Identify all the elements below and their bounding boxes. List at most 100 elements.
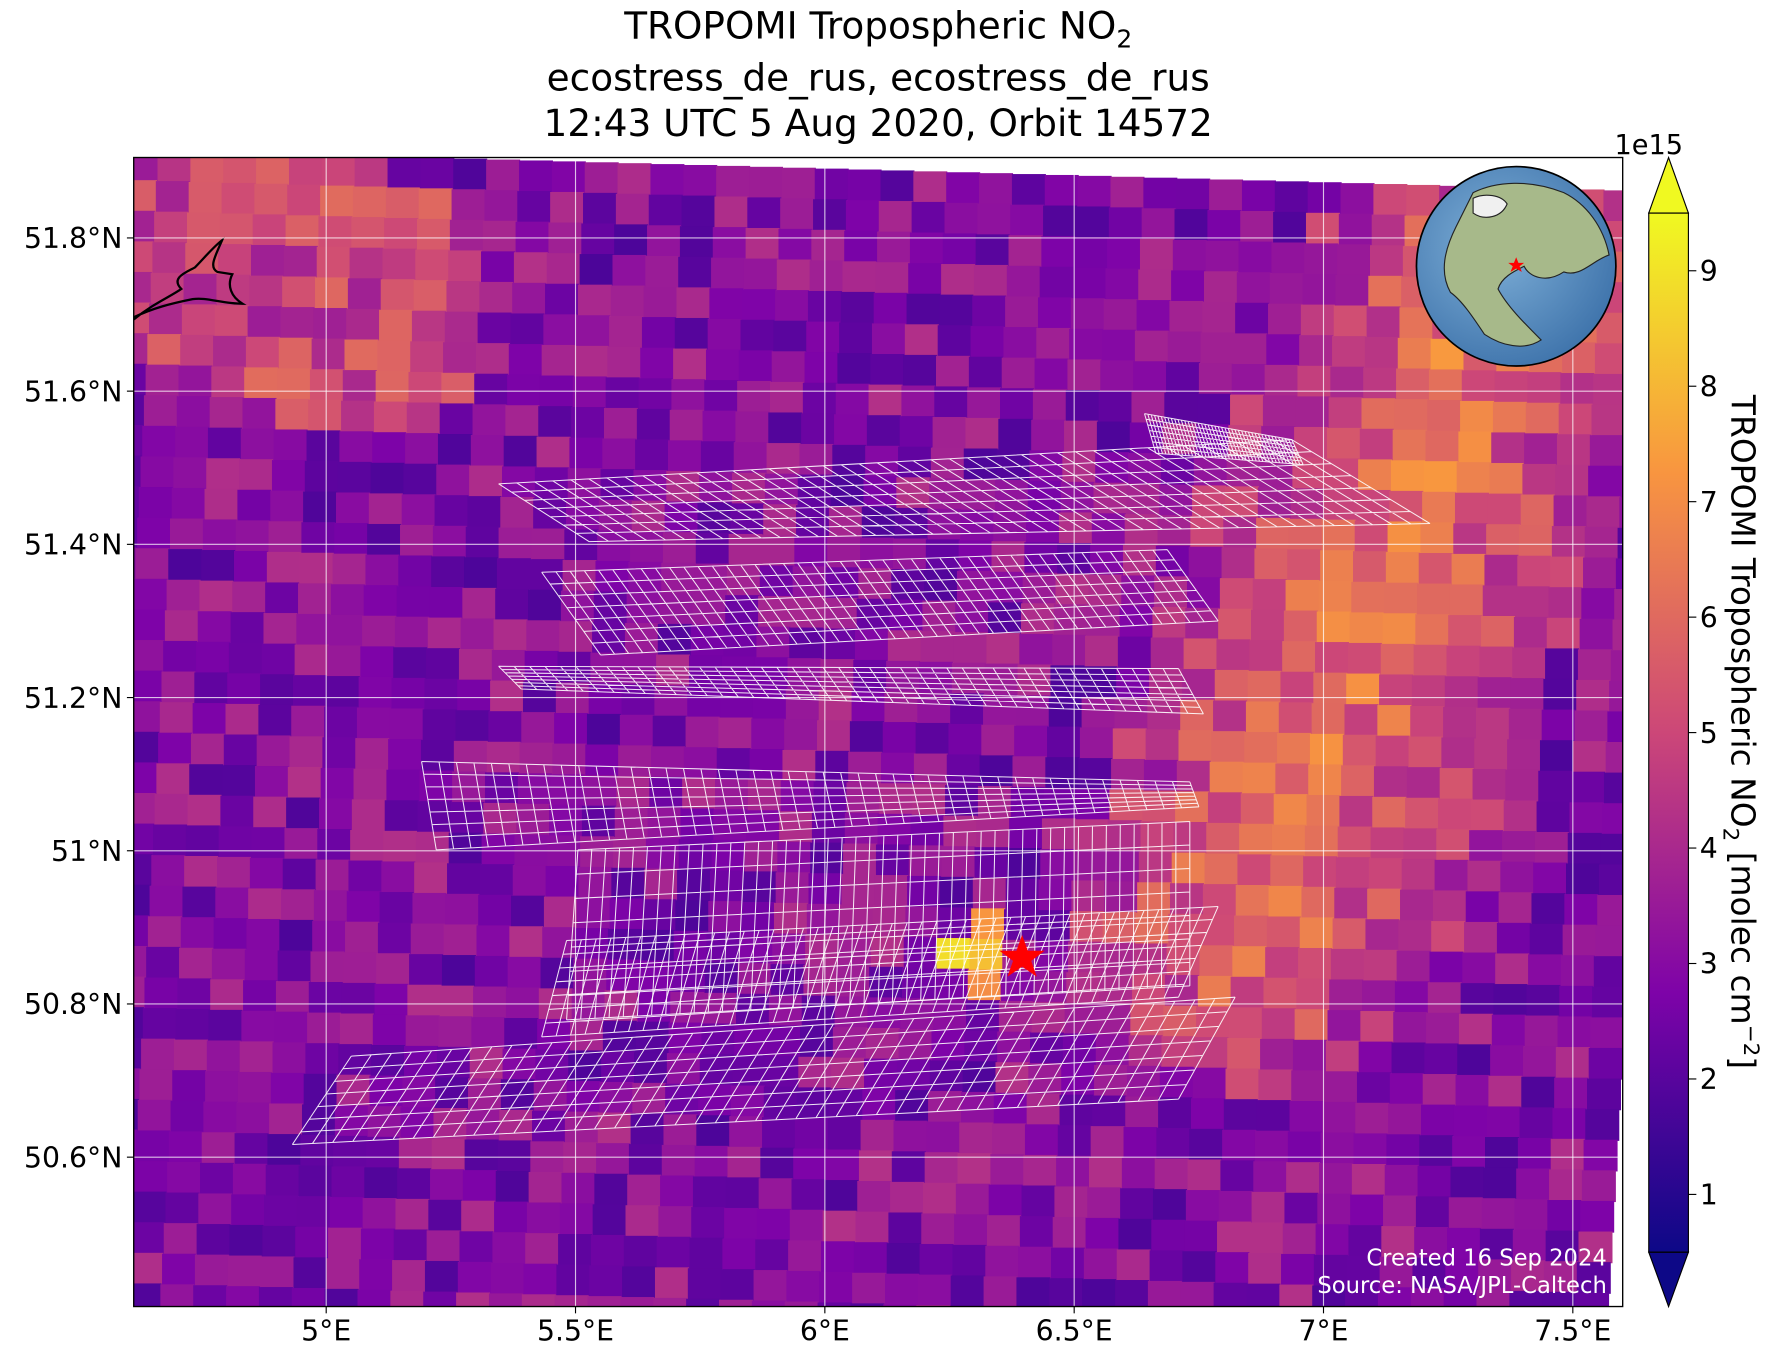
pixel (1486, 524, 1521, 556)
pixel (1203, 271, 1238, 304)
pixel (679, 226, 714, 258)
pixel (500, 497, 535, 529)
pixel (1409, 1319, 1443, 1351)
pixel (254, 183, 289, 216)
pixel (446, 281, 481, 313)
pixel (802, 382, 837, 415)
pixel (282, 858, 317, 891)
pixel (1417, 583, 1452, 616)
pixel (1422, 1074, 1457, 1106)
pixel (1176, 178, 1211, 211)
pixel (202, 519, 237, 552)
pixel (219, 213, 254, 246)
pixel (1390, 460, 1425, 493)
pixel (597, 530, 632, 563)
pixel (309, 369, 344, 401)
pixel (482, 220, 517, 253)
pixel (842, 261, 877, 294)
pixel (1490, 1045, 1525, 1077)
pixel (572, 376, 607, 409)
pixel (769, 381, 804, 414)
pixel (1508, 708, 1543, 741)
pixel (1586, 1078, 1621, 1111)
pixel (1288, 518, 1323, 551)
pixel (1185, 607, 1220, 640)
pixel (1023, 1154, 1058, 1187)
pixel (1140, 821, 1175, 853)
pixel (727, 1146, 762, 1179)
pixel (1581, 1170, 1616, 1203)
pixel (1299, 335, 1334, 367)
pixel (277, 950, 312, 983)
pixel (166, 579, 201, 612)
swath-grid (566, 821, 1191, 1021)
pixel (403, 463, 438, 496)
pixel (1286, 1162, 1321, 1194)
pixel (299, 552, 334, 585)
y-tick-label: 51.6°N (24, 375, 122, 408)
pixel (1444, 676, 1479, 709)
pixel (286, 797, 321, 830)
pixel (390, 1290, 425, 1307)
pixel (342, 370, 377, 402)
y-tick-label: 51.8°N (24, 222, 122, 255)
pixel (1014, 725, 1049, 758)
pixel (916, 1305, 951, 1307)
pixel (779, 811, 814, 843)
pixel (638, 378, 673, 410)
pixel (742, 289, 777, 321)
pixel (1542, 1291, 1577, 1307)
pixel (133, 210, 156, 243)
pixel (1085, 635, 1119, 668)
pixel (1248, 1253, 1283, 1285)
pixel (990, 1154, 1025, 1186)
pixel (1477, 677, 1512, 709)
pixel (648, 194, 683, 227)
pixel (1593, 956, 1623, 988)
pixel (573, 958, 608, 991)
pixel (248, 888, 283, 921)
pixel (1271, 824, 1306, 857)
pixel (948, 723, 983, 756)
pixel (1312, 1285, 1347, 1307)
pixel (469, 465, 504, 498)
pixel (207, 427, 242, 460)
pixel (875, 844, 910, 877)
pixel (196, 1224, 231, 1256)
pixel (393, 1229, 428, 1262)
pixel (320, 185, 355, 218)
pixel (133, 609, 167, 642)
pixel (424, 1260, 459, 1293)
pixel (1321, 519, 1356, 552)
pixel (133, 1191, 167, 1224)
pixel (854, 629, 889, 662)
pixel (415, 249, 450, 282)
pixel (142, 1008, 177, 1040)
pixel (1172, 239, 1207, 272)
pixel (356, 707, 391, 740)
pixel (1001, 357, 1036, 390)
pixel (1218, 1190, 1253, 1223)
pixel (623, 1235, 658, 1268)
pixel (926, 1121, 961, 1154)
pixel (780, 198, 815, 231)
pixel (1392, 429, 1427, 462)
colorbar-tick-label: 4 (1700, 832, 1718, 865)
pixel (1509, 1290, 1544, 1307)
pixel (351, 217, 386, 249)
pixel (332, 553, 367, 586)
pixel (852, 1272, 887, 1305)
pixel (721, 656, 756, 689)
pixel (1443, 706, 1478, 739)
pixel (1304, 243, 1339, 276)
pixel (1524, 1015, 1559, 1048)
pixel (1492, 401, 1527, 434)
pixel (291, 1287, 326, 1307)
pixel (612, 254, 647, 287)
pixel (1602, 803, 1623, 835)
pixel (619, 714, 654, 747)
pixel (1251, 1191, 1286, 1224)
pixel (1496, 922, 1531, 955)
pixel (590, 1234, 625, 1267)
pixel (448, 250, 483, 283)
